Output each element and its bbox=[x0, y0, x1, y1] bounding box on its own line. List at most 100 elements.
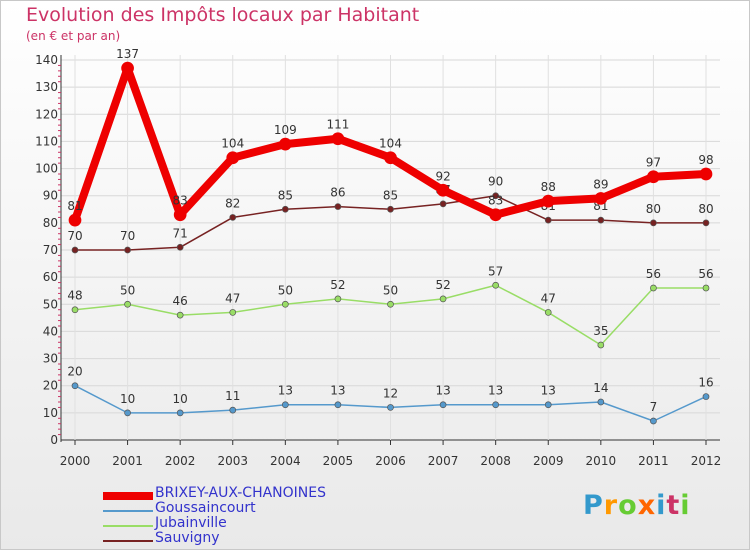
data-point bbox=[124, 409, 131, 417]
data-label: 98 bbox=[698, 153, 713, 167]
data-point bbox=[71, 246, 79, 254]
data-label: 7 bbox=[650, 400, 658, 414]
data-point bbox=[492, 192, 500, 200]
chart-subtitle: (en € et par an) bbox=[26, 29, 121, 43]
data-point bbox=[544, 309, 552, 316]
x-tick-label: 2001 bbox=[112, 454, 143, 468]
data-label: 13 bbox=[278, 384, 293, 398]
data-point bbox=[176, 409, 184, 417]
data-point bbox=[544, 401, 552, 409]
data-point bbox=[544, 216, 552, 224]
data-label: 104 bbox=[379, 137, 402, 151]
y-tick-label: 110 bbox=[35, 134, 58, 148]
data-label: 104 bbox=[221, 137, 244, 151]
data-point bbox=[334, 295, 342, 303]
data-label: 70 bbox=[67, 229, 82, 243]
data-label: 80 bbox=[646, 202, 661, 216]
data-label: 56 bbox=[698, 267, 713, 281]
data-label: 20 bbox=[67, 365, 82, 379]
x-tick-label: 2009 bbox=[533, 454, 564, 468]
data-point bbox=[387, 205, 394, 213]
data-label: 57 bbox=[488, 264, 503, 278]
data-label: 97 bbox=[646, 156, 661, 170]
data-label: 10 bbox=[120, 392, 135, 406]
data-point bbox=[384, 151, 397, 165]
data-label: 80 bbox=[698, 202, 713, 216]
y-tick-label: 0 bbox=[50, 433, 58, 447]
data-label: 56 bbox=[646, 267, 661, 281]
data-point bbox=[176, 243, 184, 251]
x-tick-label: 2006 bbox=[375, 454, 406, 468]
data-point bbox=[597, 398, 605, 406]
data-label: 14 bbox=[593, 381, 608, 395]
data-point bbox=[334, 203, 342, 210]
data-point bbox=[281, 300, 289, 308]
logo-letter: x bbox=[637, 490, 657, 521]
data-label: 88 bbox=[541, 180, 556, 194]
y-tick-label: 50 bbox=[43, 297, 58, 311]
data-label: 86 bbox=[330, 186, 345, 200]
data-point bbox=[331, 132, 345, 146]
data-point bbox=[71, 382, 79, 390]
data-point bbox=[68, 213, 82, 227]
logo-letter: i bbox=[656, 490, 667, 521]
legend-label: Sauvigny bbox=[155, 530, 220, 546]
data-point bbox=[647, 170, 660, 184]
legend-swatch bbox=[103, 510, 153, 512]
data-point bbox=[173, 208, 187, 222]
data-point bbox=[229, 214, 237, 221]
data-point bbox=[281, 205, 289, 213]
data-label: 82 bbox=[225, 196, 240, 210]
data-label: 11 bbox=[225, 389, 240, 403]
data-label: 109 bbox=[274, 123, 297, 137]
data-label: 52 bbox=[330, 278, 345, 292]
logo-letter: o bbox=[618, 490, 638, 521]
data-point bbox=[229, 406, 237, 414]
data-point bbox=[124, 246, 131, 254]
data-point bbox=[334, 401, 342, 409]
data-point bbox=[492, 281, 500, 289]
data-point bbox=[597, 216, 605, 224]
x-tick-label: 2011 bbox=[638, 454, 669, 468]
data-label: 13 bbox=[541, 384, 556, 398]
data-point bbox=[226, 151, 240, 165]
data-point bbox=[650, 219, 657, 227]
data-point bbox=[121, 61, 134, 75]
data-point bbox=[702, 393, 710, 400]
y-tick-label: 60 bbox=[43, 270, 58, 284]
data-label: 137 bbox=[116, 47, 139, 61]
data-point bbox=[281, 401, 289, 409]
data-point bbox=[176, 311, 184, 319]
data-label: 71 bbox=[173, 226, 188, 240]
y-tick-label: 100 bbox=[35, 162, 58, 176]
data-label: 52 bbox=[435, 278, 450, 292]
x-tick-label: 2012 bbox=[691, 454, 722, 468]
data-point bbox=[702, 284, 710, 292]
legend-swatch bbox=[103, 540, 153, 542]
y-tick-label: 90 bbox=[43, 189, 58, 203]
data-point bbox=[439, 401, 447, 409]
x-tick-label: 2004 bbox=[270, 454, 301, 468]
x-tick-label: 2003 bbox=[217, 454, 248, 468]
data-label: 35 bbox=[593, 324, 608, 338]
x-tick-label: 2005 bbox=[323, 454, 354, 468]
data-point bbox=[699, 167, 713, 181]
data-label: 47 bbox=[541, 291, 556, 305]
y-tick-label: 10 bbox=[43, 406, 58, 420]
data-point bbox=[594, 192, 608, 205]
x-tick-label: 2007 bbox=[428, 454, 459, 468]
chart-title: Evolution des Impôts locaux par Habitant bbox=[26, 4, 420, 26]
logo-letter: t bbox=[666, 490, 681, 521]
data-point bbox=[278, 137, 292, 151]
legend-swatch bbox=[103, 525, 153, 527]
data-point bbox=[124, 300, 131, 308]
data-label: 16 bbox=[698, 376, 713, 390]
data-label: 85 bbox=[278, 188, 293, 202]
y-tick-label: 120 bbox=[35, 107, 58, 121]
data-label: 92 bbox=[435, 169, 450, 183]
x-tick-label: 2008 bbox=[480, 454, 511, 468]
data-point bbox=[387, 300, 394, 308]
data-label: 12 bbox=[383, 386, 398, 400]
data-label: 50 bbox=[278, 283, 293, 297]
